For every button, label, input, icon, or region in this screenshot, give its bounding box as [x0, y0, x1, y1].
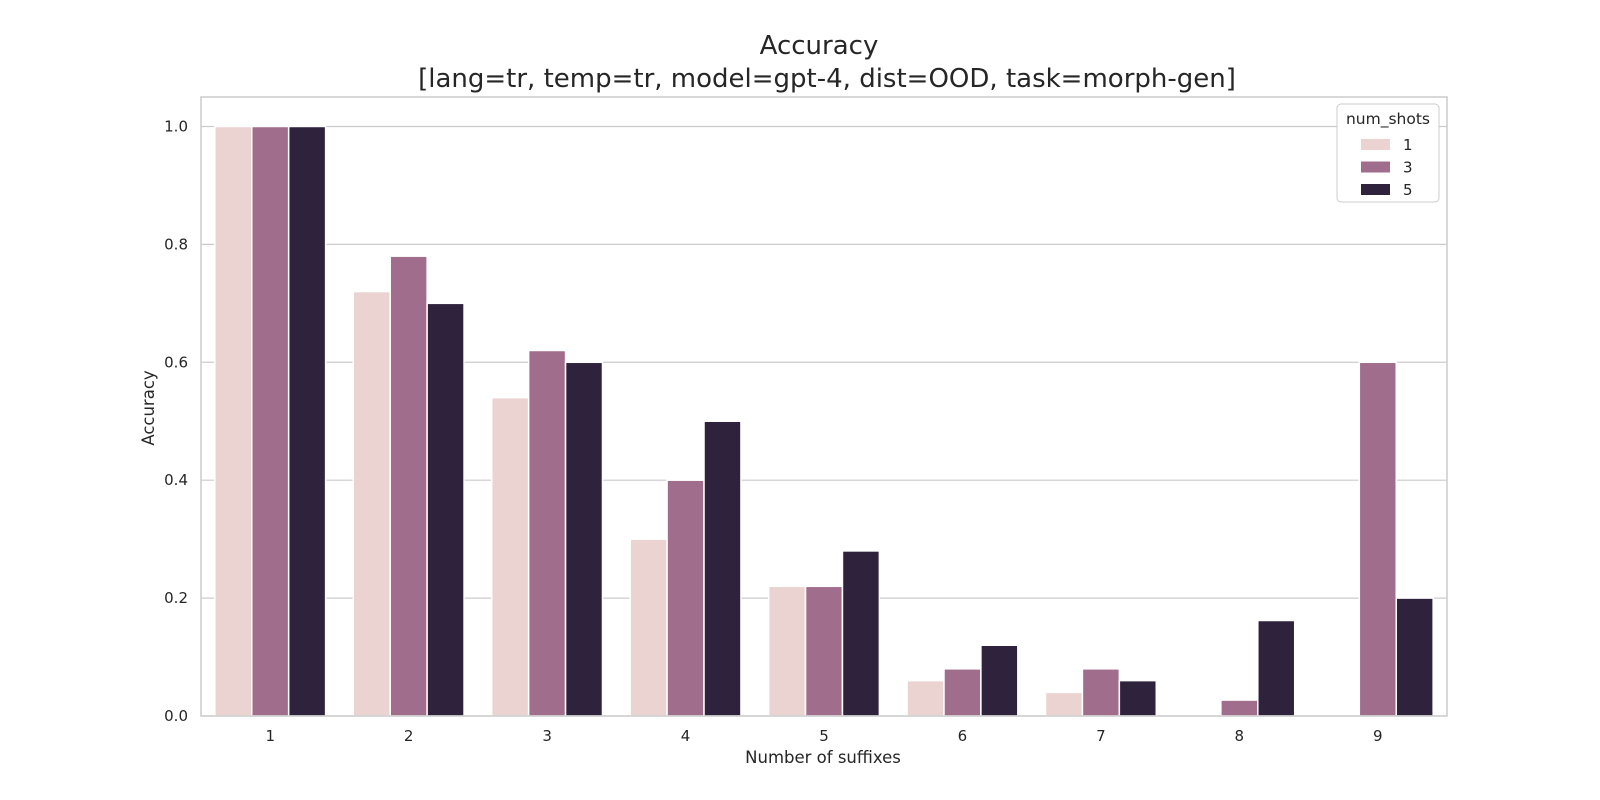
bar-8-series-5: [1257, 619, 1296, 717]
bar-9-series-3: [1358, 361, 1397, 717]
legend-label: 1: [1403, 136, 1413, 154]
bar-1-series-3: [251, 125, 290, 717]
legend-label: 3: [1403, 159, 1413, 177]
bar-5-series-5: [841, 550, 881, 717]
x-tick-label: 9: [1373, 727, 1383, 745]
x-tick-label: 1: [265, 727, 275, 745]
bar-8-series-3: [1220, 699, 1259, 717]
legend-swatch: [1361, 139, 1390, 150]
bar-6-series-5: [980, 644, 1019, 717]
bar-6-series-3: [943, 668, 982, 717]
bar-1-series-5: [287, 125, 327, 717]
bar-7-series-1: [1044, 691, 1084, 717]
bar-2-series-3: [389, 255, 428, 717]
chart-title: Accuracy: [760, 31, 879, 61]
bar-7-series-5: [1118, 679, 1158, 717]
x-tick-label: 6: [958, 727, 968, 745]
bar-5-series-1: [767, 585, 807, 717]
legend: num_shots 1 3 5: [1336, 103, 1440, 203]
bar-2-series-1: [352, 290, 391, 717]
x-tick-label: 4: [681, 727, 691, 745]
y-tick-label: 0.8: [164, 235, 188, 253]
legend-box: [1336, 103, 1440, 203]
plot-frame: [200, 96, 1448, 717]
y-tick-label: 0.2: [164, 589, 188, 607]
y-tick-label: 0.6: [164, 353, 188, 371]
y-tick-label: 1.0: [164, 117, 188, 135]
legend-entries: 1 3 5: [1361, 136, 1413, 199]
bar-1-series-1: [214, 125, 253, 717]
x-tick-label: 2: [404, 727, 414, 745]
y-tick-label: 0.4: [164, 471, 188, 489]
x-tick-label: 8: [1235, 727, 1245, 745]
legend-swatch: [1361, 161, 1390, 173]
bar-2-series-5: [426, 302, 465, 717]
bar-4-series-3: [666, 479, 705, 717]
x-tick-label: 3: [542, 727, 552, 745]
legend-title: num_shots: [1346, 110, 1430, 129]
tick-labels: 0.0 0.2 0.4 0.6 0.8 1.0 1 2 3 4 5 6 7 8 9: [164, 117, 1382, 745]
bar-3-series-3: [527, 349, 567, 717]
bar-7-series-3: [1081, 668, 1121, 717]
x-axis-label: Number of suffixes: [745, 748, 901, 767]
x-tick-label: 7: [1096, 727, 1106, 745]
y-tick-label: 0.0: [164, 707, 188, 725]
legend-label: 5: [1403, 181, 1413, 199]
bar-3-series-5: [564, 361, 604, 717]
y-axis-label: Accuracy: [139, 370, 158, 446]
bar-9-series-5: [1395, 597, 1434, 717]
bars: [214, 125, 1434, 717]
bar-3-series-1: [490, 396, 530, 717]
chart-subtitle: [lang=tr, temp=tr, model=gpt-4, dist=OOD…: [418, 64, 1236, 94]
bar-5-series-3: [804, 585, 844, 717]
legend-swatch: [1361, 184, 1390, 195]
bar-4-series-5: [703, 420, 742, 717]
bar-4-series-1: [629, 538, 668, 717]
bar-6-series-1: [906, 679, 945, 717]
x-tick-label: 5: [819, 727, 829, 745]
